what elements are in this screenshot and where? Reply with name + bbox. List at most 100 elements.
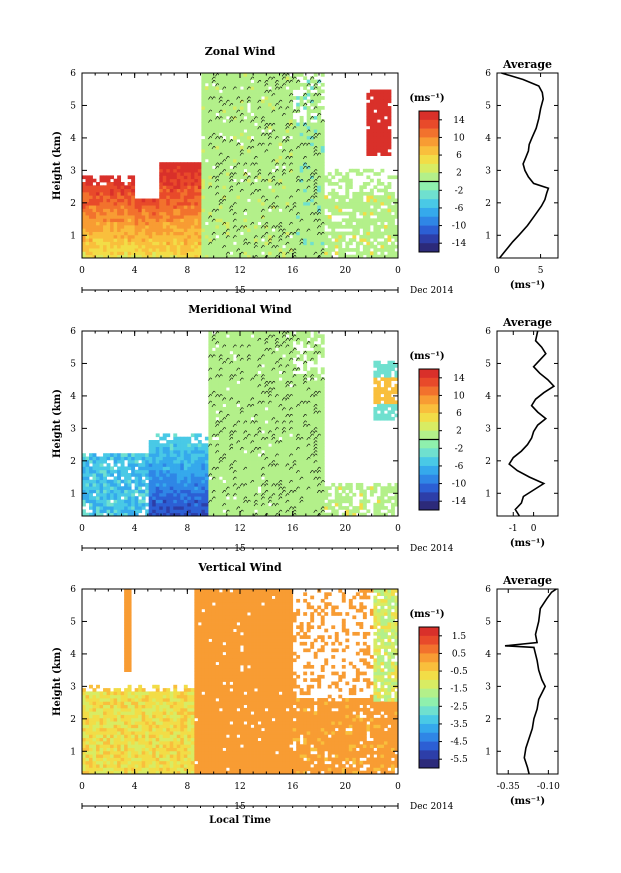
heatmap-cell: [82, 228, 86, 232]
heatmap-cell: [348, 254, 353, 259]
heatmap-cell: [138, 248, 143, 252]
heatmap-cell: [215, 443, 220, 448]
heatmap-cell: [194, 238, 199, 242]
heatmap-cell: [173, 469, 178, 474]
heatmap-cell: [264, 178, 269, 183]
heatmap-cell: [225, 125, 230, 130]
heatmap-cell: [201, 92, 206, 97]
heatmap-cell: [359, 172, 364, 176]
heatmap-cell: [99, 208, 104, 213]
heatmap-cell: [225, 476, 230, 481]
heatmap-cell: [292, 241, 297, 246]
heatmap-cell: [355, 251, 360, 256]
heatmap-cell: [254, 215, 258, 219]
heatmap-cell: [373, 106, 378, 110]
heatmap-cell: [383, 241, 388, 246]
heatmap-cell: [225, 92, 230, 97]
heatmap-cell: [159, 191, 164, 196]
heatmap-cell: [275, 188, 280, 193]
heatmap-cell: [282, 188, 287, 193]
heatmap-cell: [225, 132, 230, 137]
heatmap-cell: [194, 221, 199, 226]
heatmap-cell: [215, 357, 220, 362]
heatmap-cell: [299, 125, 304, 130]
heatmap-cell: [225, 397, 230, 401]
heatmap-cell: [103, 211, 107, 216]
heatmap-cell: [324, 254, 329, 259]
heatmap-cell: [145, 512, 150, 517]
heatmap-cell: [222, 377, 227, 381]
heatmap-cell: [380, 244, 385, 249]
heatmap-cell: [243, 208, 248, 213]
heatmap-cell: [285, 158, 290, 163]
heatmap-cell: [138, 502, 143, 507]
heatmap-cell: [285, 119, 290, 123]
heatmap-cell: [222, 423, 227, 428]
heatmap-cell: [222, 155, 227, 160]
heatmap-cell: [229, 436, 234, 441]
heatmap-cell: [222, 370, 227, 375]
heatmap-cell: [232, 102, 237, 107]
heatmap-cell: [243, 125, 248, 130]
heatmap-cell: [229, 106, 234, 110]
heatmap-cell: [190, 211, 195, 216]
heatmap-cell: [229, 380, 234, 385]
heatmap-cell: [211, 502, 216, 507]
heatmap-cell: [166, 231, 171, 236]
heatmap-cell: [232, 453, 237, 457]
heatmap-cell: [187, 162, 192, 166]
heatmap-cell: [194, 456, 199, 461]
heatmap-cell: [261, 191, 265, 196]
heatmap-cell: [232, 191, 237, 196]
heatmap-cell: [134, 205, 139, 209]
heatmap-cell: [232, 502, 237, 507]
heatmap-cell: [159, 482, 164, 487]
heatmap-cell: [229, 410, 234, 414]
heatmap-cell: [124, 238, 129, 242]
heatmap-cell: [229, 231, 234, 236]
heatmap-cell: [187, 211, 192, 216]
heatmap-cell: [250, 82, 255, 87]
heatmap-cell: [162, 489, 167, 494]
heatmap-cell: [222, 115, 227, 120]
heatmap-cell: [225, 218, 230, 223]
heatmap-cell: [313, 142, 318, 147]
heatmap-cell: [208, 205, 213, 209]
heatmap-cell: [387, 221, 392, 226]
heatmap-cell: [96, 509, 100, 514]
heatmap-cell: [155, 502, 160, 507]
heatmap-cell: [383, 89, 388, 94]
heatmap-cell: [145, 466, 150, 471]
heatmap-cell: [208, 191, 213, 196]
heatmap-cell: [240, 466, 244, 471]
heatmap-cell: [113, 509, 118, 514]
heatmap-cell: [208, 215, 213, 219]
heatmap-cell: [257, 185, 262, 190]
heatmap-cell: [352, 224, 357, 229]
heatmap-cell: [240, 182, 244, 186]
heatmap-cell: [152, 244, 157, 249]
heatmap-cell: [225, 96, 230, 100]
heatmap-cell: [204, 132, 209, 137]
heatmap-cell: [285, 73, 290, 77]
heatmap-cell: [232, 370, 237, 375]
heatmap-cell: [285, 178, 290, 183]
heatmap-cell: [225, 406, 230, 411]
heatmap-cell: [159, 198, 164, 203]
heatmap-cell: [222, 96, 227, 100]
heatmap-cell: [313, 148, 318, 153]
heatmap-cell: [187, 492, 192, 497]
heatmap-cell: [180, 182, 185, 186]
heatmap-cell: [303, 234, 308, 239]
heatmap-cell: [222, 406, 227, 411]
heatmap-cell: [117, 238, 122, 242]
heatmap-cell: [247, 96, 251, 100]
heatmap-cell: [380, 152, 385, 156]
heatmap-cell: [117, 509, 122, 514]
heatmap-cell: [278, 82, 283, 87]
heatmap-cell: [201, 129, 206, 133]
heatmap-cell: [292, 119, 297, 123]
heatmap-cell: [306, 182, 311, 186]
heatmap-cell: [380, 231, 385, 236]
heatmap-cell: [376, 139, 381, 143]
